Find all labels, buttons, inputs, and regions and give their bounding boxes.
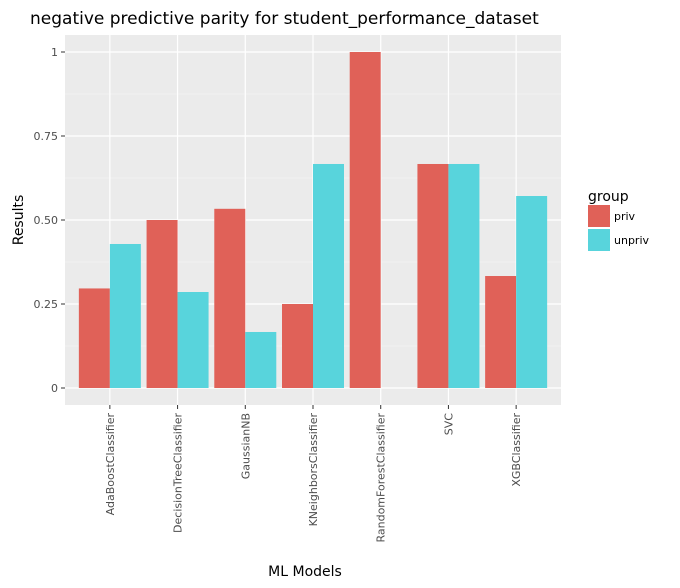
bar-priv-AdaBoostClassifier — [78, 288, 110, 388]
bar-unpriv-XGBClassifier — [516, 196, 548, 388]
legend-label-priv: priv — [614, 210, 636, 223]
legend: group priv unpriv — [588, 189, 650, 251]
bar-unpriv-DecisionTreeClassifier — [177, 292, 209, 388]
x-tick-label: GaussianNB — [239, 413, 252, 479]
x-axis-title: ML Models — [268, 564, 342, 580]
x-tick-label: DecisionTreeClassifier — [172, 413, 185, 533]
bar-unpriv-KNeighborsClassifier — [313, 163, 344, 388]
y-axis-title: Results — [11, 195, 27, 246]
x-tick-label: KNeighborsClassifier — [307, 413, 320, 527]
x-axis: AdaBoostClassifier DecisionTreeClassifier… — [104, 405, 523, 543]
y-tick-label: 0 — [51, 382, 58, 395]
x-tick-label: SVC — [442, 413, 455, 436]
bar-priv-SVC — [417, 163, 449, 388]
bar-priv-GaussianNB — [214, 208, 246, 388]
legend-swatch-priv — [588, 205, 610, 227]
bar-priv-DecisionTreeClassifier — [146, 220, 178, 388]
y-tick-label: 0.25 — [34, 298, 59, 311]
bar-priv-RandomForestClassifier — [349, 52, 381, 388]
y-tick-label: 1 — [51, 46, 58, 59]
bar-priv-KNeighborsClassifier — [282, 304, 313, 388]
bar-priv-XGBClassifier — [485, 276, 517, 388]
bar-unpriv-AdaBoostClassifier — [109, 243, 141, 388]
y-tick-label: 0.50 — [34, 214, 59, 227]
bars — [78, 52, 548, 388]
x-tick-label: RandomForestClassifier — [375, 413, 388, 543]
x-tick-label: AdaBoostClassifier — [104, 413, 117, 516]
bar-unpriv-GaussianNB — [245, 331, 277, 388]
y-axis: 0 0.25 0.50 0.75 1 — [34, 46, 65, 395]
chart-title: negative predictive parity for student_p… — [30, 9, 539, 29]
x-tick-label: XGBClassifier — [510, 413, 523, 487]
bar-unpriv-SVC — [448, 163, 480, 388]
legend-title: group — [588, 189, 629, 205]
legend-label-unpriv: unpriv — [614, 234, 650, 247]
y-tick-label: 0.75 — [34, 130, 59, 143]
legend-swatch-unpriv — [588, 229, 610, 251]
